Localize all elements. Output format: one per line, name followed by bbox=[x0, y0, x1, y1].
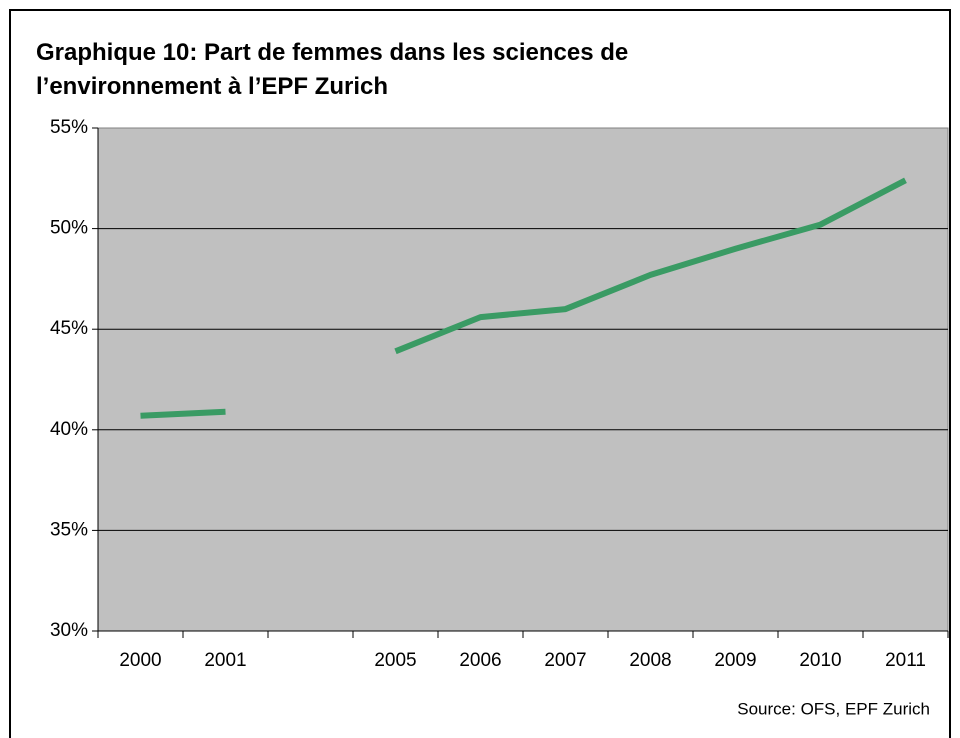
y-tick-label: 40% bbox=[50, 419, 88, 440]
y-tick-label: 30% bbox=[50, 620, 88, 641]
frame bbox=[9, 9, 951, 738]
x-tick-label: 2005 bbox=[374, 650, 416, 671]
x-tick-label: 2011 bbox=[885, 650, 926, 671]
x-tick-label: 2000 bbox=[119, 650, 161, 671]
x-tick-label: 2006 bbox=[459, 650, 501, 671]
y-tick-label: 45% bbox=[50, 318, 88, 339]
x-tick-label: 2008 bbox=[629, 650, 671, 671]
x-tick-label: 2010 bbox=[799, 650, 841, 671]
plot-area bbox=[97, 127, 949, 632]
y-tick-label: 50% bbox=[50, 218, 88, 239]
series-line bbox=[394, 177, 907, 355]
x-tick-label: 2001 bbox=[204, 650, 246, 671]
x-tick-label: 2009 bbox=[714, 650, 756, 671]
x-tick-label: 2007 bbox=[544, 650, 586, 671]
y-tick-label: 55% bbox=[50, 117, 88, 138]
chart-title: Graphique 10: Part de femmes dans les sc… bbox=[36, 39, 629, 100]
source: Source: OFS, EPF Zurich bbox=[737, 699, 930, 718]
y-tick-label: 35% bbox=[50, 519, 88, 540]
series-line bbox=[140, 408, 226, 419]
